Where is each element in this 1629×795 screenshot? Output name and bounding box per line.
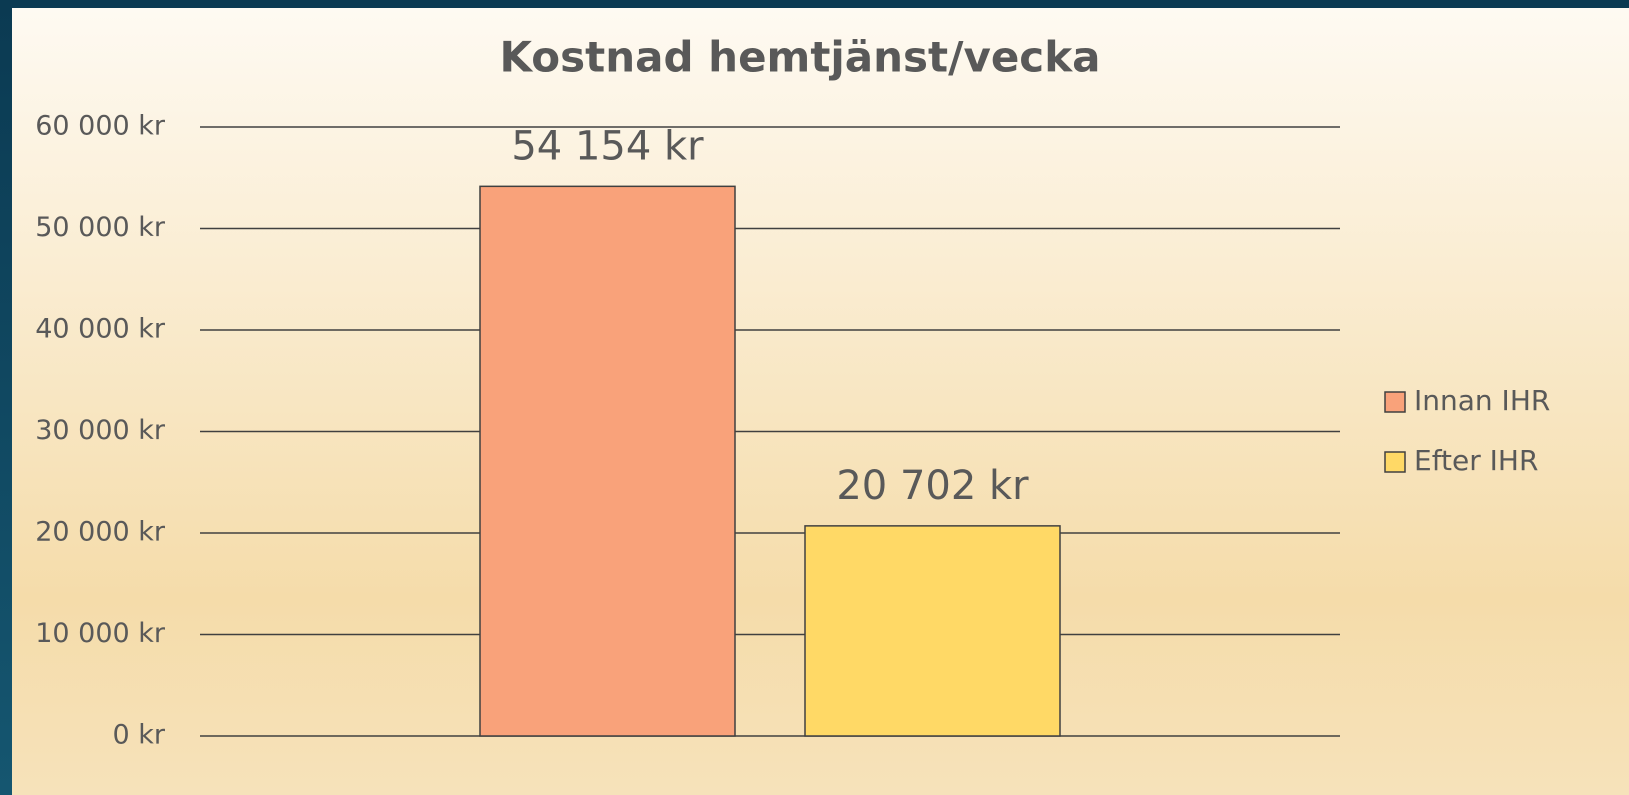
y-tick-label: 30 000 kr: [35, 415, 166, 446]
y-tick-label: 0 kr: [113, 720, 166, 751]
legend-swatch: [1384, 391, 1406, 413]
y-tick-label: 60 000 kr: [35, 111, 166, 142]
y-tick-label: 20 000 kr: [35, 517, 166, 548]
y-tick-label: 10 000 kr: [35, 618, 166, 649]
y-tick-label: 50 000 kr: [35, 212, 166, 243]
legend-label: Innan IHR: [1414, 384, 1550, 417]
legend-swatch: [1384, 451, 1406, 473]
chart-title: Kostnad hemtjänst/vecka: [500, 33, 1101, 82]
data-label: 54 154 kr: [511, 123, 704, 169]
legend-label: Efter IHR: [1414, 444, 1538, 477]
bar: [804, 525, 1061, 737]
bar: [479, 185, 736, 737]
y-tick-label: 40 000 kr: [35, 314, 166, 345]
data-label: 20 702 kr: [836, 463, 1029, 509]
